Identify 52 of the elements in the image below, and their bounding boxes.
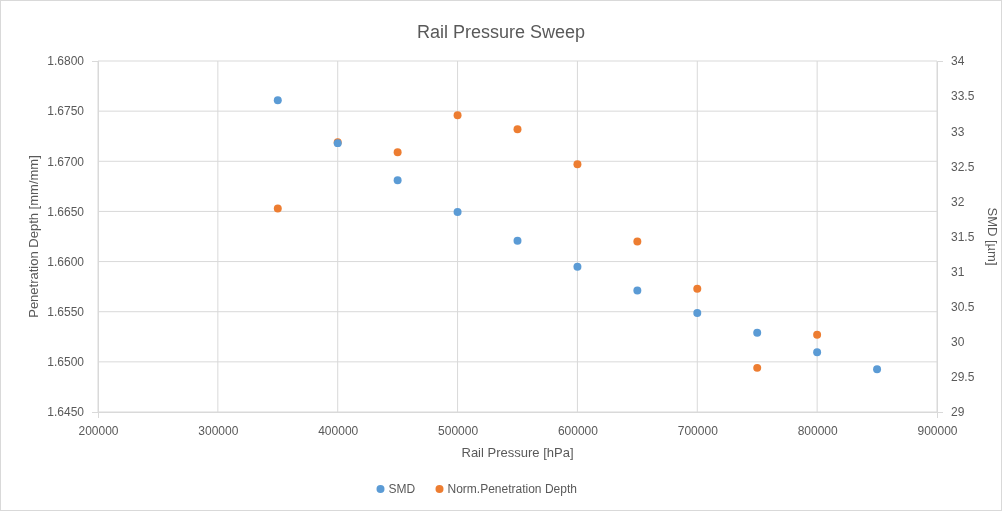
y-tick-label: 1.6600 (47, 254, 85, 269)
legend-label: SMD (388, 482, 416, 496)
y-tick-label: 1.6550 (47, 305, 85, 320)
y2-axis-title: SMD [µm] (985, 207, 1000, 266)
y-tick-label: 1.6750 (47, 104, 85, 119)
point (633, 286, 642, 295)
y2-tick-label: 31 (951, 264, 965, 279)
y2-tick-label: 30 (951, 335, 965, 350)
x-tick-label: 500000 (438, 423, 479, 438)
y2-tick-label: 29.5 (951, 370, 975, 385)
x-tick-label: 300000 (198, 423, 239, 438)
y2-tick-label: 33 (951, 124, 965, 139)
point (813, 330, 822, 339)
x-tick-label: 900000 (917, 423, 958, 438)
chart-title: Rail Pressure Sweep (416, 22, 586, 42)
point (753, 363, 762, 372)
y-tick-label: 1.6500 (47, 355, 85, 370)
point (513, 236, 522, 245)
y2-tick-label: 33.5 (951, 89, 975, 104)
y-tick-label: 1.6700 (47, 154, 85, 169)
x-tick-label: 800000 (797, 423, 838, 438)
y2-tick-label: 30.5 (951, 300, 975, 315)
point (693, 309, 702, 317)
legend-label: Norm.Penetration Depth (447, 482, 577, 496)
y2-tick-label: 32.5 (951, 159, 975, 174)
point (273, 204, 282, 213)
point (633, 237, 642, 246)
point (453, 111, 462, 120)
x-axis-title: Rail Pressure [hPa] (461, 445, 574, 460)
y2-tick-label: 34 (951, 54, 965, 69)
point (873, 365, 882, 374)
x-tick-label: 400000 (318, 423, 359, 438)
point (393, 148, 402, 157)
point (813, 348, 822, 357)
y2-tick-label: 31.5 (951, 229, 975, 244)
point (753, 328, 762, 337)
point (393, 176, 402, 185)
point (273, 96, 282, 105)
point (573, 262, 582, 271)
y-tick-label: 1.6450 (47, 405, 85, 420)
point (513, 125, 522, 134)
y2-tick-label: 29 (951, 405, 965, 420)
x-tick-label: 600000 (557, 423, 599, 438)
y-tick-label: 1.6650 (47, 204, 85, 219)
y-tick-label: 1.6800 (47, 54, 85, 69)
point (693, 284, 702, 293)
x-tick-label: 200000 (78, 423, 119, 438)
x-tick-label: 700000 (677, 423, 719, 438)
point (573, 160, 582, 169)
point (453, 207, 462, 216)
y-axis-title: Penetration Depth [mm/mm] (26, 155, 41, 318)
y2-tick-label: 32 (951, 194, 965, 209)
